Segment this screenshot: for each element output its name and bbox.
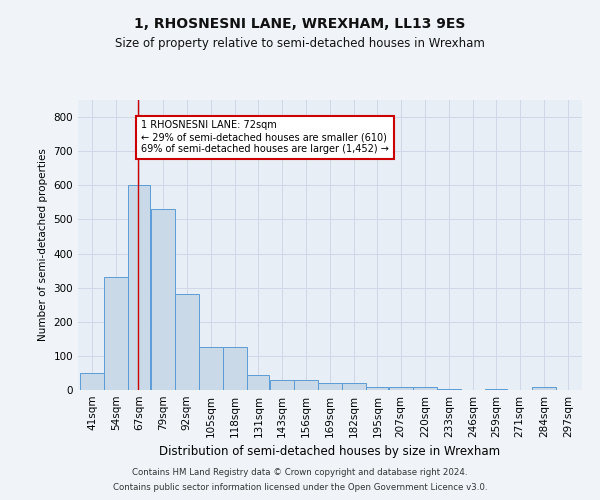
Text: Contains HM Land Registry data © Crown copyright and database right 2024.: Contains HM Land Registry data © Crown c…: [132, 468, 468, 477]
Bar: [437, 389, 461, 390]
Text: Size of property relative to semi-detached houses in Wrexham: Size of property relative to semi-detach…: [115, 38, 485, 51]
X-axis label: Distribution of semi-detached houses by size in Wrexham: Distribution of semi-detached houses by …: [160, 446, 500, 458]
Bar: [199, 348, 223, 390]
Text: Contains public sector information licensed under the Open Government Licence v3: Contains public sector information licen…: [113, 483, 487, 492]
Bar: [223, 348, 247, 390]
Bar: [247, 374, 269, 390]
Bar: [294, 380, 318, 390]
Bar: [80, 373, 104, 390]
Y-axis label: Number of semi-detached properties: Number of semi-detached properties: [38, 148, 48, 342]
Bar: [342, 383, 366, 390]
Bar: [367, 388, 388, 390]
Text: 1, RHOSNESNI LANE, WREXHAM, LL13 9ES: 1, RHOSNESNI LANE, WREXHAM, LL13 9ES: [134, 18, 466, 32]
Bar: [318, 383, 342, 390]
Bar: [389, 386, 413, 390]
Bar: [128, 186, 151, 390]
Bar: [175, 294, 199, 390]
Bar: [104, 278, 128, 390]
Bar: [413, 386, 437, 390]
Bar: [269, 380, 293, 390]
Bar: [485, 389, 508, 390]
Bar: [532, 388, 556, 390]
Bar: [151, 209, 175, 390]
Text: 1 RHOSNESNI LANE: 72sqm
← 29% of semi-detached houses are smaller (610)
69% of s: 1 RHOSNESNI LANE: 72sqm ← 29% of semi-de…: [141, 120, 389, 154]
